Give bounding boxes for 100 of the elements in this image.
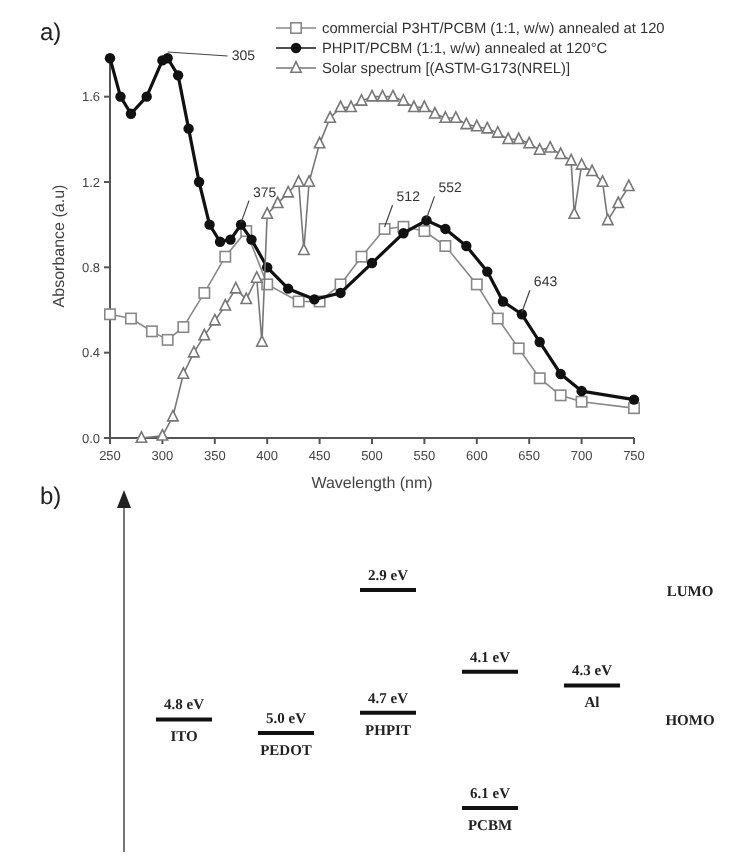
point [596, 175, 609, 187]
point [502, 132, 515, 145]
point [355, 250, 368, 263]
point [516, 309, 528, 320]
point [355, 93, 368, 106]
point [512, 132, 525, 145]
point [208, 313, 221, 326]
point [575, 395, 588, 408]
point [460, 117, 473, 130]
point [428, 106, 441, 119]
point [376, 89, 389, 102]
point [198, 328, 211, 341]
point [407, 100, 420, 113]
point [214, 236, 226, 247]
point [622, 179, 635, 192]
point [378, 222, 391, 235]
point [124, 312, 137, 325]
point [219, 250, 232, 263]
point [576, 385, 587, 397]
point [261, 207, 274, 219]
point [246, 234, 257, 245]
point [523, 136, 536, 149]
point [309, 294, 320, 305]
point [544, 140, 557, 153]
text: a) [40, 18, 62, 46]
point [554, 147, 567, 160]
point [565, 153, 578, 166]
point [198, 286, 211, 299]
point [421, 215, 432, 226]
point [397, 93, 410, 106]
point [612, 196, 625, 209]
point [575, 157, 588, 170]
point [177, 367, 190, 379]
point [601, 213, 614, 226]
point [145, 325, 158, 338]
point [297, 243, 310, 256]
point [366, 89, 378, 102]
point [292, 295, 305, 308]
point [250, 271, 263, 283]
point [335, 287, 346, 299]
point [162, 53, 173, 64]
point [345, 100, 358, 113]
point [292, 175, 305, 187]
point [255, 335, 268, 347]
point [104, 308, 116, 321]
point [172, 70, 184, 81]
point [554, 389, 567, 402]
point [398, 228, 409, 239]
point [533, 372, 546, 385]
point [512, 342, 525, 355]
point [449, 111, 462, 123]
point [533, 143, 546, 155]
point [177, 321, 190, 334]
point [204, 219, 215, 230]
point [439, 240, 452, 252]
point [628, 394, 640, 405]
point [481, 121, 494, 134]
point [586, 164, 599, 177]
point [156, 428, 169, 441]
point [187, 345, 200, 358]
point [461, 240, 472, 252]
point [225, 234, 236, 245]
point [115, 91, 126, 102]
point [418, 100, 431, 113]
point [282, 185, 295, 198]
point [334, 100, 347, 113]
point [125, 108, 137, 119]
point [470, 278, 483, 291]
y-axis-title: Absorbance (a.u) [50, 183, 68, 308]
point [366, 257, 378, 269]
point [229, 281, 242, 294]
point [161, 333, 174, 346]
point [482, 266, 493, 277]
point [440, 223, 451, 235]
point [303, 175, 316, 187]
point [282, 283, 294, 294]
point [497, 296, 509, 307]
point [240, 292, 253, 305]
point [534, 336, 545, 348]
point [104, 53, 116, 64]
point [219, 298, 232, 311]
point [418, 225, 431, 238]
point [183, 123, 194, 134]
point [491, 125, 504, 138]
point [491, 312, 504, 325]
x-axis-title: Wavelength (nm) [311, 474, 434, 492]
point [141, 91, 152, 102]
point [235, 219, 247, 230]
point [271, 196, 284, 209]
point [568, 207, 581, 219]
point [555, 368, 566, 380]
text: b) [40, 482, 62, 510]
point [324, 111, 337, 123]
point [135, 431, 148, 443]
point [439, 111, 452, 123]
point [470, 119, 483, 132]
point [313, 136, 326, 149]
point [386, 89, 399, 102]
point [193, 176, 205, 188]
point [166, 409, 179, 422]
